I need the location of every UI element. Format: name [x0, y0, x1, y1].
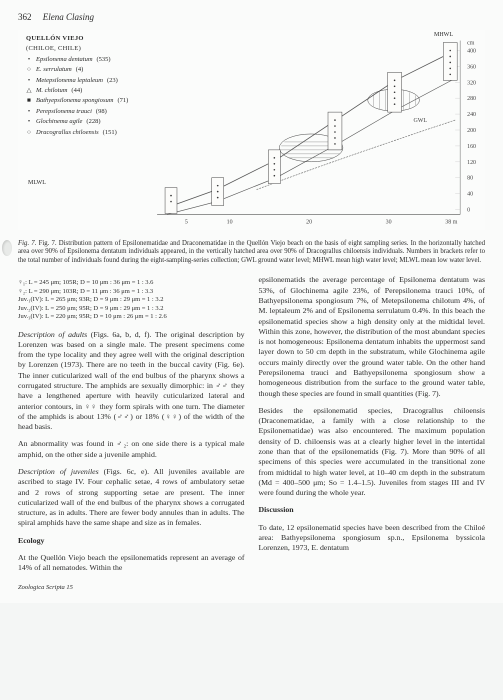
page-header: 362 Elena Clasing: [18, 12, 485, 22]
svg-text:10: 10: [227, 219, 233, 225]
svg-text:400: 400: [467, 48, 476, 54]
svg-text:30: 30: [386, 219, 392, 225]
measurement-row: ♀₂: L = 290 μm; 103R; D = 11 μm : 36 μm …: [18, 288, 245, 296]
legend-row: ■Bathyepsilonema spongiosum (71): [26, 96, 128, 106]
caption-text: Fig. 7. Distribution pattern of Epsilone…: [18, 240, 485, 264]
svg-text:240: 240: [467, 112, 476, 118]
legend-row: •Metepsilonema leptaleum (23): [26, 76, 128, 86]
measurement-row: ♀₁: L = 245 μm; 105R; D = 10 μm : 36 μm …: [18, 279, 245, 287]
author-name: Elena Clasing: [43, 12, 94, 22]
svg-text:0: 0: [467, 207, 470, 213]
svg-text:120: 120: [467, 160, 476, 166]
svg-text:40: 40: [467, 192, 473, 198]
measurement-row: Juv.₁(IV): L = 265 μm; 93R; D = 9 μm : 2…: [18, 296, 245, 304]
page-number: 362: [18, 12, 32, 22]
para-discussion: To date, 12 epsilonematid species have b…: [259, 523, 486, 554]
figure-caption: Fig. 7. Fig. 7. Distribution pattern of …: [18, 240, 485, 265]
svg-text:320: 320: [467, 80, 476, 86]
body-columns: ♀₁: L = 245 μm; 105R; D = 10 μm : 36 μm …: [18, 275, 485, 573]
para-description-adults: Description of adults (Figs. 6a, b, d, f…: [18, 330, 245, 433]
legend-row: •Perepsilonema trauci (98): [26, 107, 128, 117]
svg-text:38 m: 38 m: [445, 219, 457, 225]
legend-row: ○Dracograllus chiloensis (151): [26, 128, 128, 138]
measurements-block: ♀₁: L = 245 μm; 105R; D = 10 μm : 36 μm …: [18, 279, 245, 321]
svg-text:20: 20: [306, 219, 312, 225]
legend-row: •Epsilonema dentatum (535): [26, 55, 128, 65]
svg-text:GWL: GWL: [413, 118, 427, 124]
para-ecology-2: epsilonematids the average percentage of…: [259, 275, 486, 398]
para-ecology-3: Besides the epsilonematid species, Draco…: [259, 406, 486, 499]
svg-text:200: 200: [467, 128, 476, 134]
discussion-heading: Discussion: [259, 505, 486, 515]
para-description-juveniles: Description of juveniles (Figs. 6c, e). …: [18, 467, 245, 529]
legend-row: △M. chilotum (44): [26, 86, 128, 96]
svg-text:160: 160: [467, 144, 476, 150]
location-sub: (CHILOE, CHILE): [26, 44, 128, 54]
svg-text:cm: cm: [467, 41, 475, 47]
para-ecology-1: At the Quellón Viejo beach the epsilonem…: [18, 553, 245, 574]
chart-legend: QUELLÓN VIEJO (CHILOE, CHILE) •Epsilonem…: [26, 34, 128, 138]
location-title: QUELLÓN VIEJO: [26, 34, 128, 44]
distribution-chart: cm 400 360 320 280 240 200 160 120 80 40…: [18, 30, 485, 230]
measurement-row: Juv.₃(IV): L = 220 μm; 95R; D = 10 μm : …: [18, 313, 245, 321]
svg-text:5: 5: [185, 219, 188, 225]
svg-text:80: 80: [467, 176, 473, 182]
legend-row: ○E. serrulatum (4): [26, 65, 128, 75]
page-footer: Zoologica Scripta 15: [18, 584, 485, 591]
mhwl-label: MHWL: [434, 32, 453, 38]
svg-text:280: 280: [467, 96, 476, 102]
measurement-row: Juv.₂(IV): L = 250 μm; 95R; D = 9 μm : 2…: [18, 305, 245, 313]
legend-row: •Glochinema agile (228): [26, 117, 128, 127]
para-abnormality: An abnormality was found in ♂₂: on one s…: [18, 439, 245, 460]
ecology-heading: Ecology: [18, 536, 245, 546]
mlwl-label: MLWL: [28, 180, 46, 186]
svg-text:360: 360: [467, 64, 476, 70]
